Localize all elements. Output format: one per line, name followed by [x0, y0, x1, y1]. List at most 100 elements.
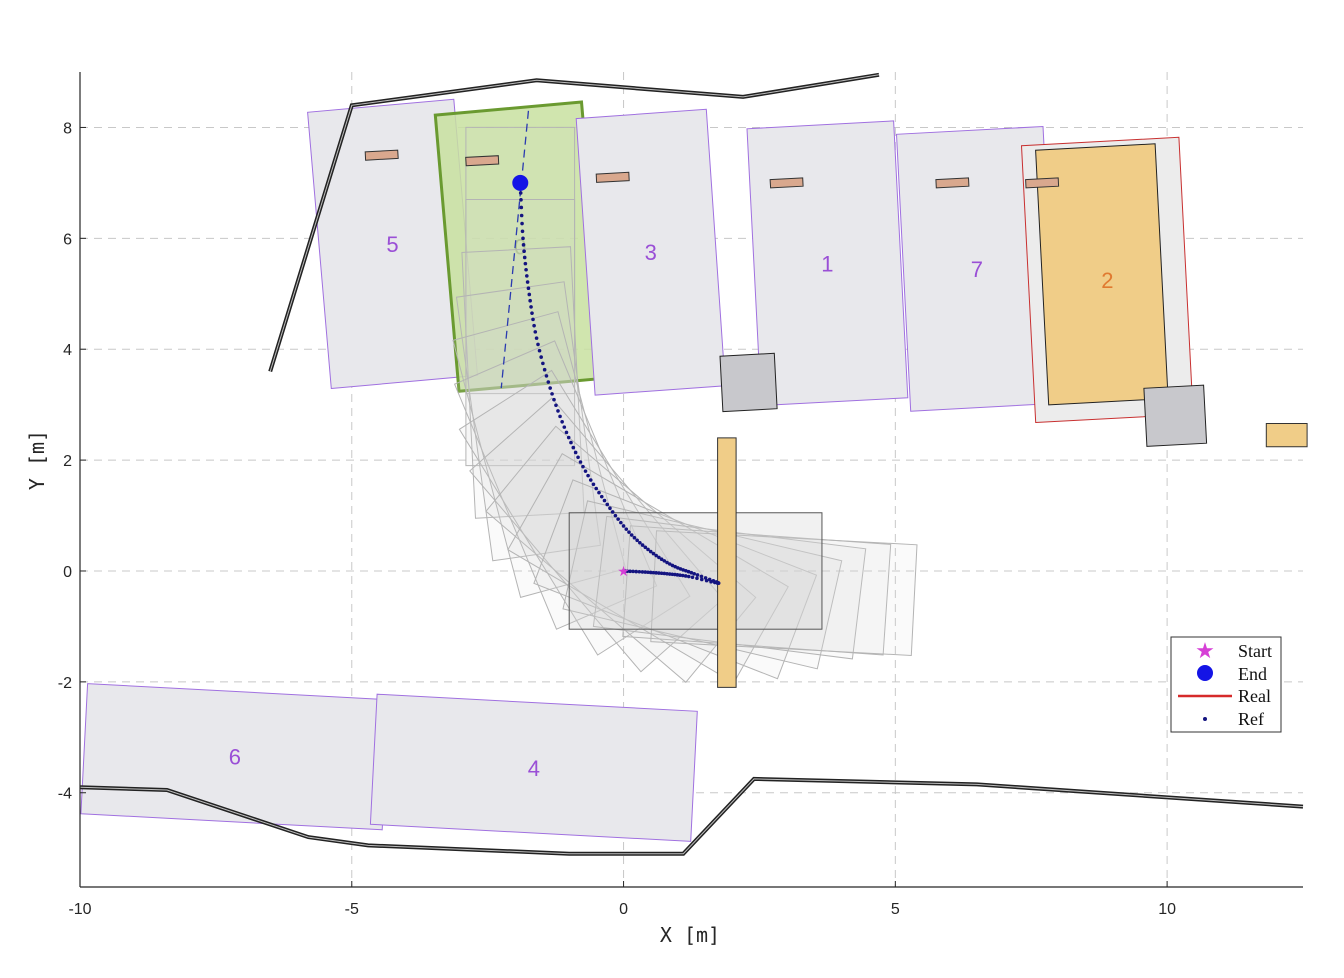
ref-path-point [571, 445, 576, 450]
legend-real-label: Real [1238, 686, 1271, 706]
ref-path-point [648, 549, 653, 554]
legend-start-marker: ★ [1195, 639, 1215, 664]
parked-vehicle [1035, 143, 1169, 406]
slot-label: 5 [386, 232, 398, 257]
ref-path-point [528, 298, 532, 303]
slot-label: 1 [821, 251, 833, 276]
ref-path-point [520, 221, 524, 226]
ref-path-point [624, 527, 629, 531]
ref-path-point [544, 374, 549, 378]
ref-path-point [556, 409, 560, 413]
ref-path-point [531, 317, 535, 322]
ref-path-point [576, 455, 580, 460]
parking-slots: 5 0 3 1 7 2 6 4 [80, 98, 1194, 842]
slot-label: 7 [971, 257, 983, 282]
ref-path-point [597, 490, 601, 495]
y-tick-label: 6 [63, 231, 72, 248]
ref-path-point [558, 414, 562, 419]
y-tick-label: -2 [58, 675, 72, 692]
vehicle-footprint [452, 311, 627, 599]
ref-path-point [659, 571, 664, 576]
ref-path-point [573, 450, 578, 455]
ref-path-point [562, 425, 567, 429]
ref-path-point [610, 510, 615, 514]
ref-path-point [651, 570, 656, 575]
ref-path-point [525, 280, 530, 284]
slot-label: 0 [514, 235, 526, 260]
parking-slot [433, 100, 607, 393]
ref-path-point [518, 191, 523, 195]
ref-path-point [569, 440, 573, 445]
legend-start-label: Start [1238, 641, 1272, 661]
ref-path-point [619, 520, 623, 525]
ref-path-point [637, 569, 642, 574]
ref-path-point [667, 572, 672, 576]
ref-path-point [673, 564, 677, 569]
ref-path-point [703, 576, 708, 580]
end-marker [512, 174, 529, 191]
ref-path-point [640, 570, 645, 574]
legend-box [1170, 636, 1282, 733]
vehicle-ghost-footprints [452, 126, 918, 684]
ref-path-point [566, 435, 571, 440]
ref-path-point [530, 311, 534, 315]
ref-path-point [588, 478, 593, 482]
legend-ref-label: Ref [1238, 709, 1264, 729]
wheel-stopper [465, 155, 500, 167]
ref-path-point [699, 577, 704, 582]
ref-path-point [638, 540, 642, 545]
ref-path-point [689, 570, 694, 575]
y-tick-label: -4 [58, 786, 72, 803]
wheel-stopper [935, 177, 970, 189]
x-tick-label: 10 [1158, 901, 1176, 918]
ref-path-point [526, 286, 531, 291]
ref-path-point [648, 570, 653, 575]
ref-path-point [546, 380, 551, 384]
ref-path-point [680, 573, 685, 578]
ref-path-point [667, 562, 672, 566]
ref-path-point [608, 506, 612, 511]
ref-path-point [632, 535, 637, 540]
y-tick-label: 8 [63, 120, 72, 137]
ref-path-point [657, 555, 661, 560]
start-vehicle [568, 512, 823, 630]
slot-label: 3 [645, 240, 657, 265]
legend: ★ Start End Real Ref [1170, 636, 1282, 733]
ref-path-point [675, 573, 680, 577]
ref-path-point [527, 292, 532, 297]
legend-ref-marker [1203, 717, 1207, 721]
ref-path-point [521, 236, 525, 241]
x-tick-label: 0 [619, 901, 628, 918]
ref-path-point [695, 576, 699, 581]
slot-label: 2 [1101, 268, 1113, 293]
ref-path-point [714, 580, 719, 584]
ref-path-point [599, 494, 604, 499]
wheel-stopper [364, 149, 399, 161]
ref-path-point [524, 267, 528, 272]
ref-path-point [670, 563, 675, 568]
ref-path-point [654, 553, 658, 558]
start-marker: ★ [617, 564, 630, 580]
ref-path-point [578, 460, 583, 464]
ref-path-point [631, 569, 635, 574]
ref-path-point [519, 213, 524, 218]
ref-path-point [605, 502, 610, 507]
ref-path-point [651, 551, 656, 556]
ref-path-point [686, 569, 691, 574]
axes [79, 72, 1303, 888]
ref-path-point [542, 367, 547, 372]
legend-end-label: End [1238, 664, 1267, 684]
ref-path-point [616, 517, 620, 521]
x-axis-label: X [m] [660, 923, 720, 947]
ref-path-point [686, 574, 691, 579]
ref-path-point [541, 361, 545, 366]
ref-path-point [662, 571, 667, 576]
ref-path-point [550, 392, 554, 396]
y-tick-label: 2 [63, 453, 72, 470]
ref-path-point [628, 569, 632, 574]
ref-path-point [695, 573, 700, 577]
ref-path-point [646, 570, 650, 575]
ref-path-point [591, 482, 596, 487]
wheel-stopper [1025, 177, 1060, 189]
